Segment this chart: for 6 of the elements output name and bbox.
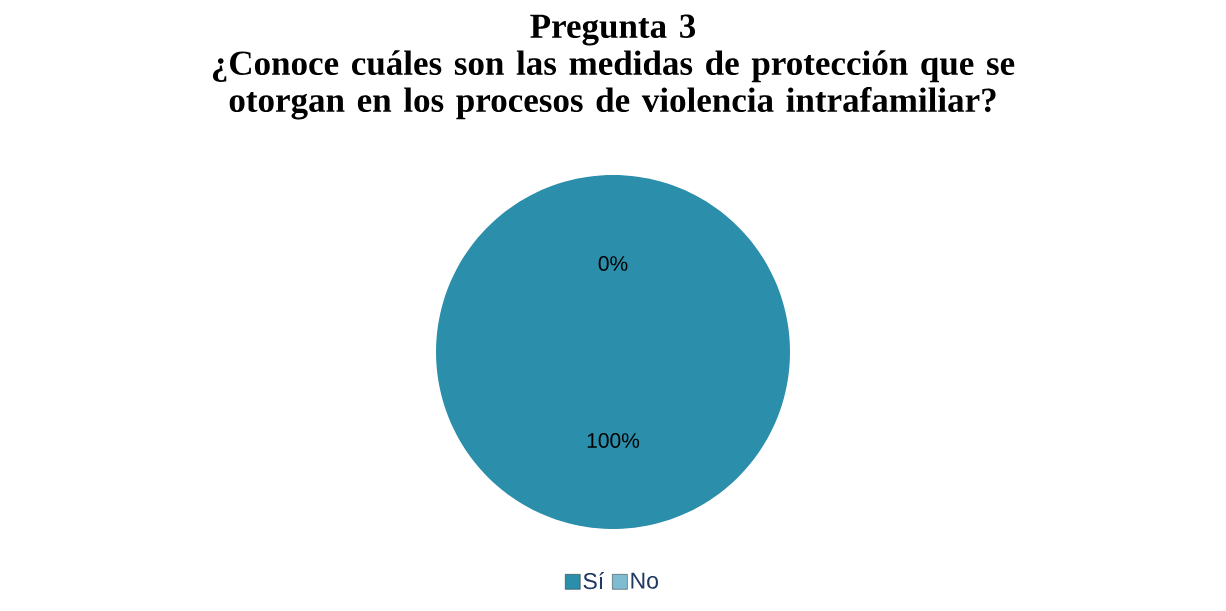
- chart-title: Pregunta 3: [530, 14, 696, 46]
- legend-label: No: [631, 572, 658, 589]
- legend-label: Sí: [583, 572, 605, 590]
- chart-subtitle: ¿Conoce cuáles son las medidas de protección que se otorgan en los procesos de violencia intrafamiliar?: [212, 50, 1015, 120]
- data-label: 100%: [587, 433, 640, 448]
- text: 0%: [598, 256, 628, 271]
